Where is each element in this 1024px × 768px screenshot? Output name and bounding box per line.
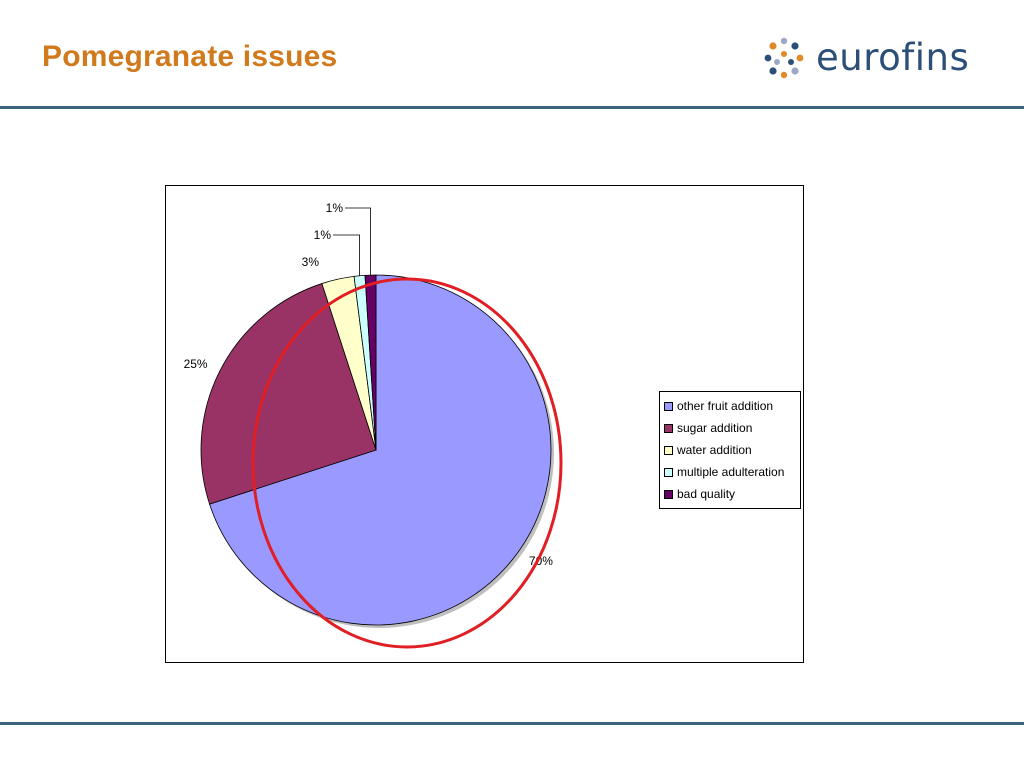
data-label-water-addition: 3% xyxy=(302,255,320,269)
leader-line xyxy=(333,234,360,276)
pie-slice-sugar-addition xyxy=(200,283,377,505)
legend-item: multiple adulteration xyxy=(664,461,800,483)
chart-legend: other fruit addition sugar addition water … xyxy=(659,391,801,509)
legend-swatch xyxy=(664,401,673,411)
legend-label: sugar addition xyxy=(677,421,753,435)
legend-item: sugar addition xyxy=(664,417,800,439)
eurofins-logo-text: eurofins xyxy=(816,36,970,79)
legend-item: bad quality xyxy=(664,483,800,505)
legend-label: multiple adulteration xyxy=(677,465,785,479)
footer-divider xyxy=(0,722,1024,725)
legend-swatch xyxy=(664,467,673,477)
pie-chart: 70%25%3%1%1% xyxy=(184,201,563,649)
eurofins-logo: eurofins xyxy=(762,36,969,80)
eurofins-dots-icon xyxy=(764,37,804,79)
legend-label: bad quality xyxy=(677,487,736,501)
leader-line xyxy=(345,207,371,276)
highlight-ellipse xyxy=(251,277,563,649)
legend-swatch xyxy=(664,489,673,499)
legend-swatch xyxy=(664,445,673,455)
data-label-multiple-adulteration: 1% xyxy=(314,228,332,242)
legend-item: other fruit addition xyxy=(664,395,800,417)
legend-swatch xyxy=(664,423,673,433)
data-label-bad-quality: 1% xyxy=(326,201,344,215)
data-label-sugar-addition: 25% xyxy=(184,357,208,371)
legend-item: water addition xyxy=(664,439,800,461)
pie-slice-other-fruit-addition xyxy=(209,274,552,626)
legend-label: other fruit addition xyxy=(677,399,774,413)
legend-label: water addition xyxy=(677,443,752,457)
slide-title: Pomegranate issues xyxy=(42,40,338,73)
header-divider xyxy=(0,106,1024,109)
pie-chart-frame: 70% 25% 3% 1% 1% other fruit addition sugar a… xyxy=(165,185,804,663)
